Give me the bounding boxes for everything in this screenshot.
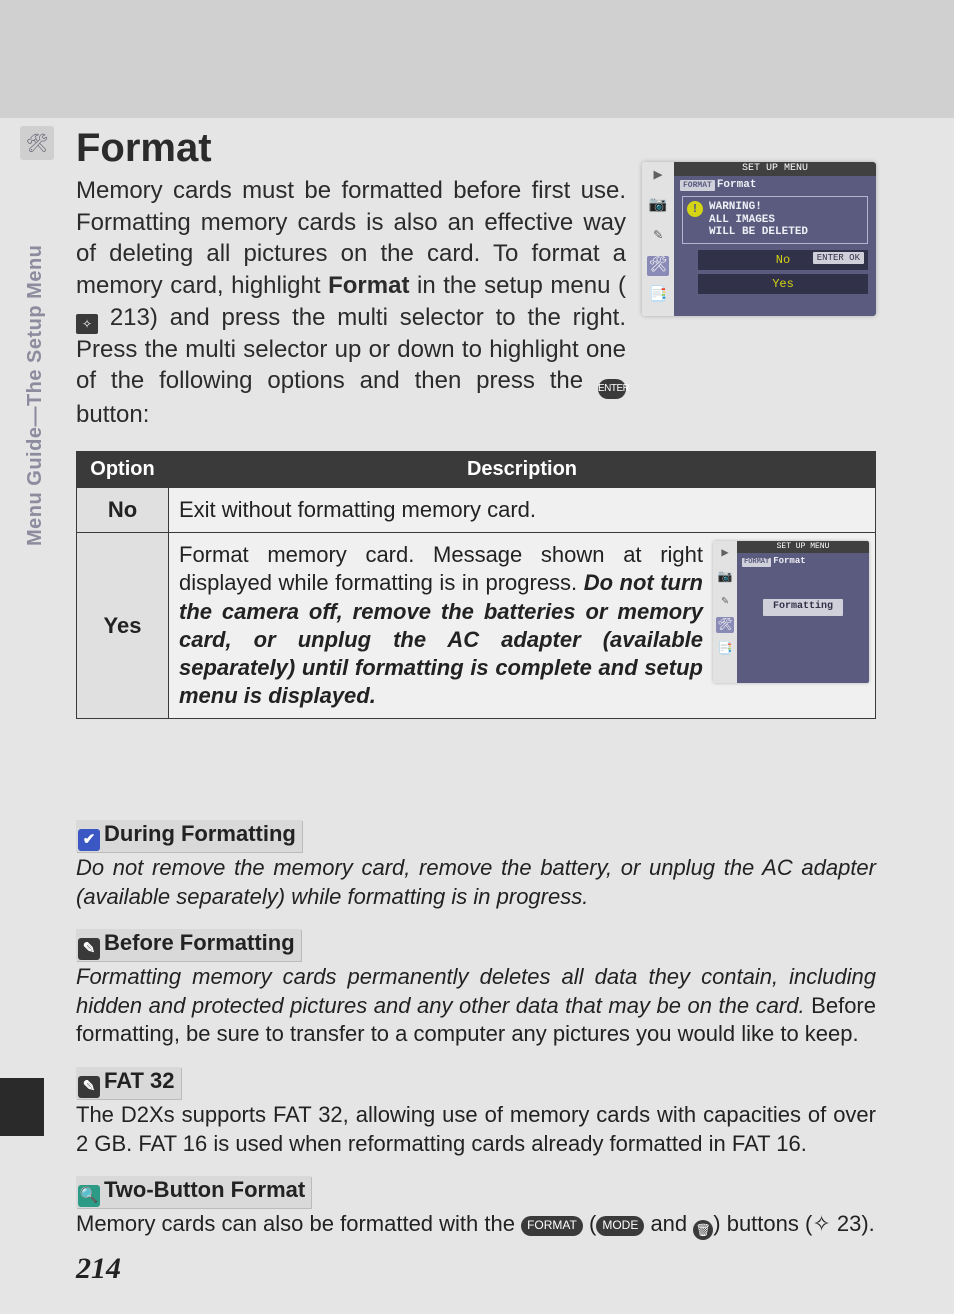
options-table: Option Description No Exit without forma… — [76, 451, 876, 719]
col-description: Description — [169, 452, 876, 488]
side-tab: 🛠 Menu Guide—The Setup Menu — [18, 126, 56, 556]
lcd-option-no: No — [698, 250, 868, 270]
clipboard-icon: 📑 — [647, 286, 669, 306]
magnifier-icon: 🔍 — [78, 1185, 100, 1207]
lcd2-sidebar: ▶ 📷 ✎ 🛠 📑 — [713, 541, 737, 683]
clipboard-icon: 📑 — [716, 641, 734, 657]
note-body: Do not remove the memory card, remove th… — [76, 854, 876, 911]
header-band — [0, 0, 954, 118]
crumb-tag: FORMAT — [680, 180, 715, 191]
note-body-italic: Formatting memory cards permanently dele… — [76, 964, 876, 1018]
manual-page: 🛠 Menu Guide—The Setup Menu Format Memor… — [0, 0, 954, 1314]
note-during-formatting: ✔During Formatting Do not remove the mem… — [76, 820, 876, 911]
table-header-row: Option Description — [77, 452, 876, 488]
crumb-text: Format — [717, 179, 757, 191]
wrench-icon: 🛠 — [716, 617, 734, 633]
lcd-crumb: FORMATFormat — [674, 176, 876, 194]
camera-icon: 📷 — [716, 569, 734, 585]
trash-icon: 🗑 — [693, 1220, 713, 1240]
page-number: 214 — [76, 1252, 121, 1286]
crumb-tag: FORMAT — [742, 558, 771, 567]
crumb-text: Format — [773, 556, 805, 566]
note-heading-text: FAT 32 — [104, 1068, 175, 1093]
wrench-icon: 🛠 — [647, 256, 669, 276]
table-row: No Exit without formatting memory card. — [77, 488, 876, 533]
desc-no: Exit without formatting memory card. — [169, 488, 876, 533]
warn-l2: ALL IMAGES — [709, 214, 861, 227]
nb-end: ). — [861, 1211, 874, 1236]
col-option: Option — [77, 452, 169, 488]
notes-section: ✔During Formatting Do not remove the mem… — [76, 820, 876, 1258]
option-no: No — [77, 488, 169, 533]
lcd2-crumb: FORMATFormat — [737, 553, 869, 571]
note-heading-text: During Formatting — [104, 821, 296, 846]
lcd-sidebar: ▶ 📷 ✎ 🛠 📑 — [642, 162, 674, 316]
lcd2-body: FORMATFormat Formatting — [737, 553, 869, 683]
intro-ref-page: 213 — [98, 304, 150, 331]
note-heading-text: Before Formatting — [104, 930, 295, 955]
note-fat32: ✎FAT 32 The D2Xs supports FAT 32, allowi… — [76, 1067, 876, 1158]
lcd-option-yes: Yes — [698, 274, 868, 294]
nb-post: ) buttons ( — [713, 1211, 812, 1236]
warn-l1: WARNING! — [709, 201, 861, 214]
play-icon: ▶ — [716, 545, 734, 561]
enter-icon: ENTER — [598, 379, 626, 399]
format-button-icon: FORMAT — [521, 1216, 583, 1236]
note-body: Memory cards can also be formatted with … — [76, 1210, 876, 1240]
nb-mid: ( — [583, 1211, 596, 1236]
note-two-button-format: 🔍Two-Button Format Memory cards can also… — [76, 1176, 876, 1240]
intro-format-word: Format — [328, 272, 409, 299]
desc-yes: Format memory card. Message shown at rig… — [169, 533, 876, 719]
warning-box: ! WARNING! ALL IMAGES WILL BE DELETED — [682, 196, 868, 244]
edge-tab — [0, 1078, 44, 1136]
note-heading: ✎Before Formatting — [76, 929, 301, 961]
opt-yes-text: Yes — [704, 277, 862, 291]
note-heading: 🔍Two-Button Format — [76, 1176, 311, 1208]
option-yes: Yes — [77, 533, 169, 719]
wrench-icon: 🛠 — [20, 126, 54, 160]
note-heading: ✎FAT 32 — [76, 1067, 181, 1099]
note-before-formatting: ✎Before Formatting Formatting memory car… — [76, 929, 876, 1049]
pencil-icon: ✎ — [78, 938, 100, 960]
page-ref-icon: ✧ — [812, 1211, 830, 1236]
lcd-formatting: SET UP MENU ▶ 📷 ✎ 🛠 📑 FORMATFormat Forma — [713, 541, 869, 683]
lcd-body: FORMATFormat ! WARNING! ALL IMAGES WILL … — [674, 176, 876, 316]
intro-text-3: ) and press the multi selector to the ri… — [76, 304, 626, 395]
warning-icon: ! — [687, 201, 703, 217]
opt-no-text: No — [704, 253, 862, 267]
lcd2-status: Formatting — [763, 599, 843, 616]
table-row: Yes Format memory card. Message shown at… — [77, 533, 876, 719]
nb-ref: 23 — [831, 1211, 862, 1236]
pencil-icon: ✎ — [78, 1076, 100, 1098]
lcd-title: SET UP MENU — [674, 162, 876, 176]
check-icon: ✔ — [78, 829, 100, 851]
mode-button-icon: MODE — [596, 1216, 644, 1236]
intro-paragraph: Memory cards must be formatted before fi… — [76, 175, 626, 431]
page-ref-icon: ✧ — [76, 314, 98, 334]
intro-text-2: in the setup menu ( — [409, 272, 626, 299]
intro-text-4: button: — [76, 401, 149, 428]
lcd-setup-menu: SET UP MENU ▶ 📷 ✎ 🛠 📑 FORMATFormat ! WAR… — [642, 162, 876, 316]
play-icon: ▶ — [647, 166, 669, 186]
nb-pre: Memory cards can also be formatted with … — [76, 1211, 521, 1236]
note-body: The D2Xs supports FAT 32, allowing use o… — [76, 1101, 876, 1158]
nb-and: and — [644, 1211, 693, 1236]
lcd2-title: SET UP MENU — [737, 541, 869, 553]
note-body: Formatting memory cards permanently dele… — [76, 963, 876, 1049]
note-heading: ✔During Formatting — [76, 820, 302, 852]
note-heading-text: Two-Button Format — [104, 1177, 305, 1202]
pencil-icon: ✎ — [647, 226, 669, 246]
camera-icon: 📷 — [647, 196, 669, 216]
pencil-icon: ✎ — [716, 593, 734, 609]
side-tab-label: Menu Guide—The Setup Menu — [24, 166, 47, 546]
warn-l3: WILL BE DELETED — [709, 226, 861, 239]
